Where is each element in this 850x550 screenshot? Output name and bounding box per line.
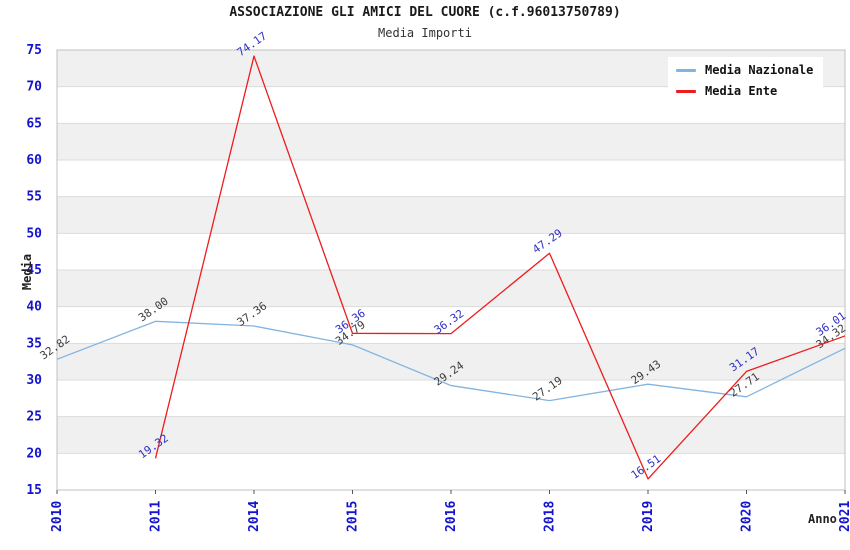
plot-band — [57, 343, 845, 380]
y-tick-label: 15 — [26, 483, 42, 498]
plot-band — [57, 270, 845, 307]
y-tick-label: 45 — [26, 263, 42, 278]
x-tick-label: 2020 — [740, 501, 755, 532]
data-label-media-ente: 36.32 — [432, 307, 467, 337]
legend-swatch-icon — [676, 68, 696, 72]
plot-band — [57, 416, 845, 454]
y-tick-label: 75 — [26, 43, 42, 58]
y-tick-label: 55 — [26, 190, 42, 205]
y-tick-label: 30 — [26, 373, 42, 388]
x-tick-label: 2019 — [641, 501, 656, 532]
x-tick-label: 2021 — [838, 501, 850, 532]
legend-item-media-ente: Media Ente — [676, 84, 813, 98]
y-tick-label: 25 — [26, 410, 42, 425]
y-tick-label: 40 — [26, 300, 42, 315]
x-tick-label: 2018 — [543, 501, 558, 532]
legend-item-media-nazionale: Media Nazionale — [676, 63, 813, 77]
x-tick-label: 2016 — [444, 501, 459, 532]
plot-band — [57, 123, 845, 160]
x-axis-title: Anno — [808, 512, 837, 526]
y-tick-label: 70 — [26, 80, 42, 95]
legend-label: Media Ente — [705, 84, 778, 98]
series-line-media-ente — [154, 55, 846, 480]
y-tick-label: 50 — [26, 226, 42, 241]
chart-subtitle: Media Importi — [378, 26, 472, 40]
y-tick-label: 65 — [26, 116, 42, 131]
x-tick-label: 2015 — [346, 501, 361, 532]
y-tick-label: 60 — [26, 153, 42, 168]
x-tick-label: 2011 — [149, 501, 164, 532]
y-tick-label: 35 — [26, 336, 42, 351]
x-tick-label: 2014 — [247, 501, 262, 532]
x-tick-label: 2010 — [50, 501, 65, 532]
legend: Media Nazionale Media Ente — [668, 57, 824, 106]
y-tick-label: 20 — [26, 446, 42, 461]
legend-swatch-icon — [676, 89, 696, 93]
plot-band — [57, 196, 845, 234]
chart-title: ASSOCIAZIONE GLI AMICI DEL CUORE (c.f.96… — [229, 5, 621, 20]
legend-label: Media Nazionale — [705, 63, 814, 77]
y-axis-title: Media — [20, 254, 34, 290]
